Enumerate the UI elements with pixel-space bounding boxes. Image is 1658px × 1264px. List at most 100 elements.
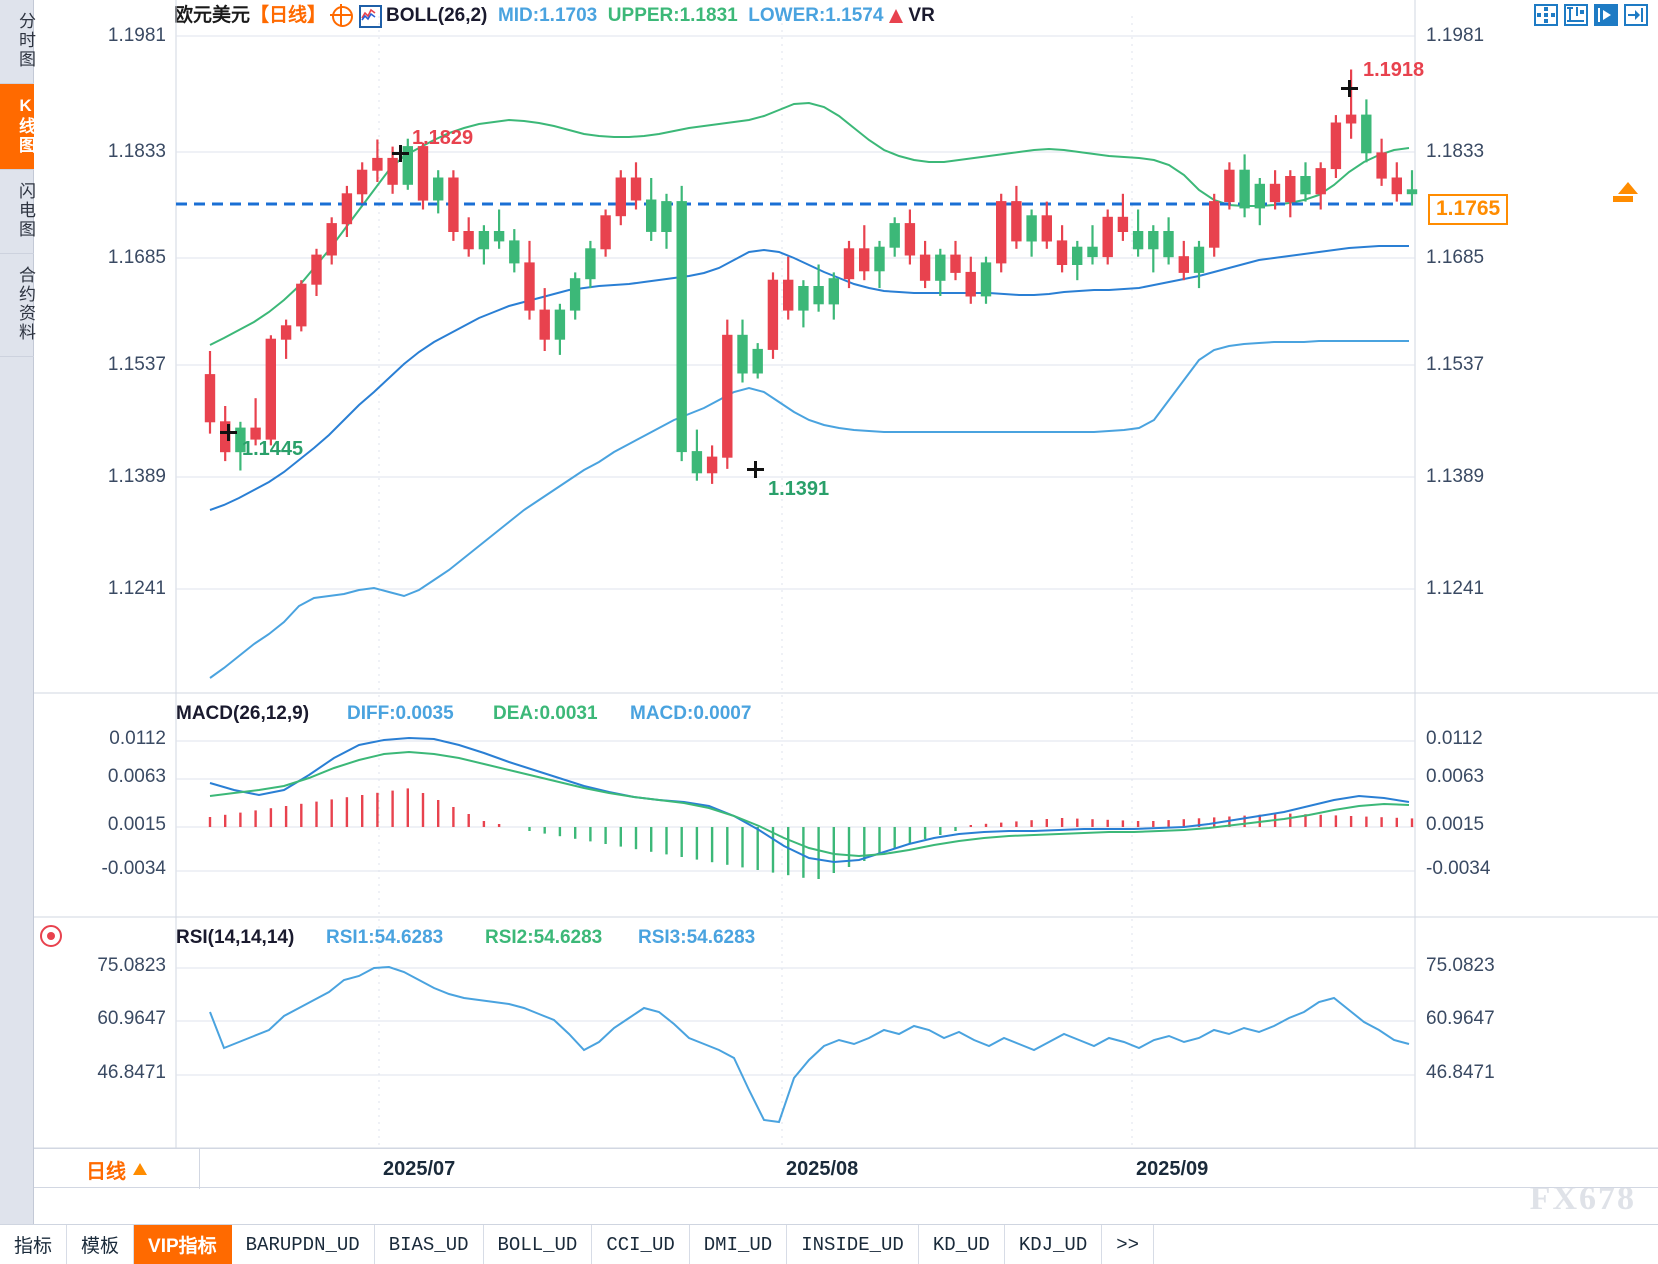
price-axis-left-tick: 1.1389 — [107, 466, 166, 487]
sidebar-item-label: K线图 — [16, 96, 35, 155]
chart-canvas[interactable] — [34, 0, 1658, 1190]
bottom-bar-filler — [1154, 1225, 1658, 1264]
macd-axis-left-tick: 0.0063 — [107, 766, 166, 787]
price-axis-right-tick: 1.1241 — [1426, 578, 1485, 599]
bottom-item-kd[interactable]: KD_UD — [919, 1225, 1005, 1264]
boll-upper-line — [209, 101, 1410, 346]
rsi-axis-left-tick: 46.8471 — [97, 1062, 166, 1083]
bottom-item-inside[interactable]: INSIDE_UD — [787, 1225, 919, 1264]
price-up-arrow-icon — [1618, 182, 1638, 194]
price-arrow-base-icon — [1613, 196, 1633, 202]
rsi-target-icon[interactable] — [40, 925, 62, 947]
bottom-item-label: BIAS_UD — [388, 1233, 469, 1256]
bottom-item-dmi[interactable]: DMI_UD — [690, 1225, 788, 1264]
price-axis-left-tick: 1.1981 — [107, 25, 166, 46]
period-label: 【日线】 — [250, 5, 327, 26]
triangle-up-icon — [133, 1163, 147, 1175]
bottom-item-label: KD_UD — [932, 1233, 990, 1256]
candle-series — [204, 69, 1418, 484]
bottom-item-label: >> — [1116, 1233, 1140, 1256]
macd-diff-value: DIFF:0.0035 — [347, 703, 454, 724]
macd-dea-line — [209, 750, 1410, 858]
bottom-item-label: VIP指标 — [148, 1236, 217, 1257]
rsi-axis-left-tick: 60.9647 — [97, 1008, 166, 1029]
macd-axis-right-tick: 0.0015 — [1426, 814, 1485, 835]
crosshair-icon[interactable] — [330, 3, 354, 27]
macd-value: MACD:0.0007 — [630, 703, 752, 724]
annotation-local-low: 1.1445 — [242, 438, 304, 460]
sidebar-item-candlestick[interactable]: K线图 — [0, 84, 35, 170]
annotation-marker-cross — [1341, 80, 1358, 97]
boll-indicator-icon[interactable] — [359, 4, 383, 28]
price-axis-right-tick: 1.1389 — [1426, 466, 1485, 487]
price-axis-left-tick: 1.1685 — [107, 247, 166, 268]
expand-tool-button[interactable] — [1594, 4, 1618, 26]
chart-legend: 欧元美元【日线】 BOLL(26,2) MID:1.1703 UPPER:1.18… — [174, 3, 935, 28]
x-axis-tick: 2025/09 — [1136, 1158, 1209, 1180]
bottom-item-vip-indicator[interactable]: VIP指标 — [134, 1225, 232, 1264]
sidebar-item-timeshare[interactable]: 分时图 — [0, 0, 35, 84]
price-axis-left-tick: 1.1537 — [107, 354, 166, 375]
macd-dea-value: DEA:0.0031 — [493, 703, 598, 724]
macd-histogram — [208, 788, 1414, 879]
bottom-item-kdj[interactable]: KDJ_UD — [1005, 1225, 1103, 1264]
chart-area: 欧元美元【日线】 BOLL(26,2) MID:1.1703 UPPER:1.18… — [34, 0, 1658, 1264]
sidebar-item-label: 闪电图 — [16, 182, 35, 239]
bottom-item-label: DMI_UD — [703, 1233, 773, 1256]
fullscreen-tool-button[interactable] — [1624, 4, 1648, 26]
rsi2-value: RSI2:54.6283 — [485, 927, 603, 948]
bottom-item-more[interactable]: >> — [1102, 1225, 1155, 1264]
symbol-name: 欧元美元 — [174, 5, 251, 26]
boll-params-label: BOLL(26,2) — [386, 5, 488, 26]
bottom-item-indicator[interactable]: 指标 — [0, 1225, 68, 1264]
crosshair-tool-button[interactable] — [1534, 4, 1558, 26]
bottom-item-label: BARUPDN_UD — [245, 1233, 360, 1256]
macd-axis-right-tick: 0.0063 — [1426, 766, 1485, 787]
annotation-lowest: 1.1391 — [768, 478, 830, 500]
macd-axis-right-tick: 0.0112 — [1426, 728, 1483, 749]
sidebar-item-contract-info[interactable]: 合约资料 — [0, 254, 35, 357]
x-axis: 日线 2025/07 2025/08 2025/09 — [34, 1148, 1658, 1189]
bottom-indicator-bar: 指标 模板 VIP指标 BARUPDN_UD BIAS_UD BOLL_UD C… — [0, 1224, 1658, 1264]
bottom-item-barupdn[interactable]: BARUPDN_UD — [232, 1225, 375, 1264]
sidebar-item-lightning[interactable]: 闪电图 — [0, 170, 35, 254]
annotation-highest: 1.1918 — [1363, 59, 1425, 81]
boll-mid-line — [209, 245, 1409, 511]
bottom-item-label: BOLL_UD — [497, 1233, 578, 1256]
annotation-marker-cross — [392, 145, 409, 162]
bottom-item-boll[interactable]: BOLL_UD — [484, 1225, 593, 1264]
rsi-axis-right-tick: 46.8471 — [1426, 1062, 1495, 1083]
vertical-gridlines — [378, 16, 1133, 1148]
current-price-tag[interactable]: 1.1765 — [1428, 194, 1509, 225]
rsi-axis-left-tick: 75.0823 — [97, 955, 166, 976]
chart-toolbar — [1534, 4, 1648, 26]
boll-upper-value: UPPER:1.1831 — [607, 5, 738, 26]
macd-axis-left-tick: -0.0034 — [101, 858, 166, 879]
left-sidebar: 分时图 K线图 闪电图 合约资料 — [0, 0, 35, 1224]
measure-tool-button[interactable] — [1564, 4, 1588, 26]
period-selector-label: 日线 — [86, 1160, 126, 1183]
rsi-gridlines — [176, 967, 1415, 1076]
boll-lower-value: LOWER:1.1574 — [748, 5, 884, 26]
x-axis-tick: 2025/08 — [786, 1158, 859, 1180]
x-axis-tick: 2025/07 — [383, 1158, 456, 1180]
bottom-item-bias[interactable]: BIAS_UD — [375, 1225, 484, 1264]
period-selector[interactable]: 日线 — [34, 1149, 200, 1189]
macd-diff-line — [209, 736, 1410, 864]
price-axis-right-tick: 1.1981 — [1426, 25, 1485, 46]
bottom-item-label: CCI_UD — [606, 1233, 675, 1256]
boll-lower-line — [209, 340, 1409, 679]
macd-axis-left-tick: 0.0015 — [107, 814, 166, 835]
bottom-item-cci[interactable]: CCI_UD — [592, 1225, 690, 1264]
macd-panel-title: MACD(26,12,9) — [176, 703, 310, 724]
annotation-local-high: 1.1829 — [412, 127, 474, 149]
rsi-panel-title: RSI(14,14,14) — [176, 927, 295, 948]
price-axis-right-tick: 1.1685 — [1426, 247, 1485, 268]
rsi-axis-right-tick: 60.9647 — [1426, 1008, 1495, 1029]
sidebar-item-label: 分时图 — [16, 12, 35, 69]
bottom-item-label: 指标 — [14, 1236, 53, 1257]
bottom-item-template[interactable]: 模板 — [67, 1225, 135, 1264]
price-axis-left-tick: 1.1241 — [107, 578, 166, 599]
vr-label: VR — [908, 5, 935, 26]
